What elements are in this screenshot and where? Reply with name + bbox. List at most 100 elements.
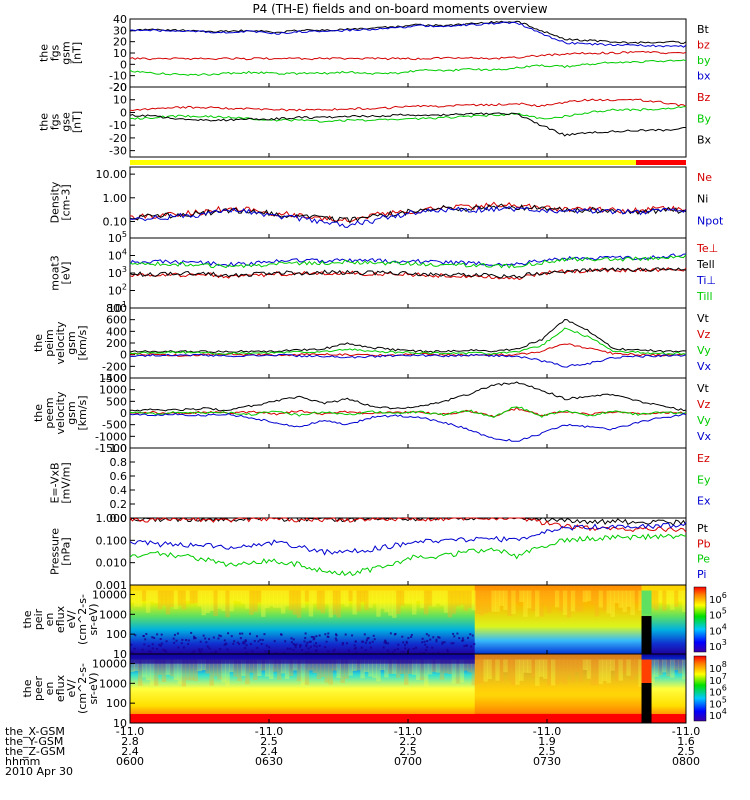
spectrogram-streak — [288, 590, 294, 611]
spectrogram-streak — [372, 659, 377, 679]
spectrogram-noise — [314, 650, 317, 653]
y-tick-label: 0 — [120, 58, 127, 71]
spectrogram-streak — [376, 590, 381, 617]
spectrogram-noise — [458, 637, 461, 640]
spectrogram-streak — [312, 659, 318, 673]
spectrogram-streak — [249, 590, 254, 615]
spectrogram-spike — [641, 590, 652, 614]
status-bar-yellow — [130, 160, 636, 165]
spectrogram-noise — [141, 648, 144, 651]
spectrogram-noise — [435, 638, 438, 641]
spectrogram-noise — [181, 638, 184, 641]
spectrogram-streak — [415, 590, 421, 601]
spectrogram-noise — [134, 634, 137, 637]
spectrogram-noise — [309, 640, 312, 643]
spectrogram-streak — [634, 659, 639, 675]
spectrogram-streak — [253, 659, 258, 680]
spectrogram-noise — [165, 640, 168, 643]
spectrogram-streak — [431, 659, 437, 672]
spectrogram-streak — [495, 659, 500, 681]
spectrogram-streak — [328, 590, 334, 618]
spectrogram-streak — [336, 659, 341, 679]
legend-label: Pi — [697, 568, 706, 581]
spectrogram-streak — [304, 659, 310, 685]
y-tick-label: 10000 — [92, 588, 127, 601]
spectrogram-streak — [332, 590, 338, 615]
spectrogram-noise — [145, 633, 148, 636]
spectrogram-noise — [373, 638, 376, 641]
spectrogram-streak — [658, 659, 663, 676]
spectrogram-noise — [198, 648, 201, 651]
spectrogram-noise — [243, 642, 246, 645]
y-axis-label-line: the — [32, 334, 45, 352]
y-tick-label: 100 — [106, 628, 127, 641]
spectrogram-streak — [582, 659, 588, 671]
y-axis-label-line: the — [21, 610, 34, 628]
spectrogram-spike — [641, 659, 652, 683]
y-tick-label: 10000 — [92, 657, 127, 670]
spectrogram-streak — [169, 590, 175, 608]
spectrogram-streak — [634, 590, 639, 604]
spectrogram-noise — [469, 633, 472, 636]
spectrogram-streak — [523, 590, 528, 617]
y-axis-label-line: the — [32, 404, 45, 422]
legend-label: bz — [697, 39, 710, 52]
spectrogram-streak — [435, 659, 441, 673]
spectrogram-noise — [324, 646, 327, 649]
y-tick-label: -500 — [102, 419, 127, 432]
spectrogram-noise — [213, 651, 216, 654]
spectrogram-streak — [531, 659, 536, 678]
y-tick-label: 105 — [108, 230, 127, 245]
spectrogram-noise — [225, 642, 228, 645]
ephemeris-value: 2.4 — [121, 745, 139, 758]
spectrogram-streak — [141, 659, 147, 678]
spectrogram-streak — [261, 659, 266, 671]
y-axis-label-line: peer — [32, 676, 45, 702]
ephemeris-value: -11.0 — [533, 725, 561, 738]
spectrogram-streak — [364, 659, 369, 673]
series-line-Vy — [129, 406, 687, 418]
spectrogram-streak — [408, 659, 413, 674]
spectrogram-noise — [327, 650, 330, 653]
spectrogram-noise — [441, 641, 444, 644]
spectrogram-streak — [463, 659, 469, 671]
spectrogram-noise — [438, 636, 441, 639]
spectrogram-streak — [157, 659, 163, 676]
y-axis-label-line: fgs — [49, 113, 62, 130]
y-axis-label-line: gsm — [60, 41, 73, 64]
spectrogram-streak — [368, 659, 373, 677]
spectrogram-streak — [487, 590, 492, 613]
legend-label: Ex — [697, 495, 711, 508]
spectrogram-streak — [594, 659, 600, 686]
y-tick-label: 200 — [106, 337, 127, 350]
spectrogram-streak — [423, 659, 429, 687]
spectrogram-noise — [289, 647, 292, 650]
spectrogram-noise — [405, 640, 408, 643]
spectrogram-streak — [400, 659, 405, 674]
spectrogram-noise — [312, 636, 315, 639]
ephemeris-value: -11.0 — [672, 725, 700, 738]
spectrogram-streak — [241, 590, 246, 605]
spectrogram-noise — [230, 635, 233, 638]
y-tick-label: 10 — [113, 94, 127, 107]
spectrogram-streak — [133, 590, 139, 607]
spectrogram-noise — [212, 636, 215, 639]
y-tick-label: -200 — [102, 360, 127, 373]
colorbar — [693, 655, 707, 722]
spectrogram-streak — [670, 659, 675, 678]
spectrogram-noise — [259, 638, 262, 641]
spectrogram-streak — [471, 659, 477, 686]
legend-label: bx — [697, 70, 711, 83]
spectrogram-streak — [638, 590, 643, 611]
spectrogram-streak — [380, 659, 385, 671]
spectrogram-streak — [610, 590, 616, 617]
y-axis-label-line: gse — [60, 112, 73, 132]
spectrogram-noise — [307, 651, 310, 654]
spectrogram-noise — [429, 638, 432, 641]
y-tick-label: 40 — [113, 13, 127, 26]
spectrogram-streak — [423, 590, 429, 615]
spectrogram-noise — [249, 643, 252, 646]
y-axis-label-line: eV/ — [65, 679, 78, 697]
